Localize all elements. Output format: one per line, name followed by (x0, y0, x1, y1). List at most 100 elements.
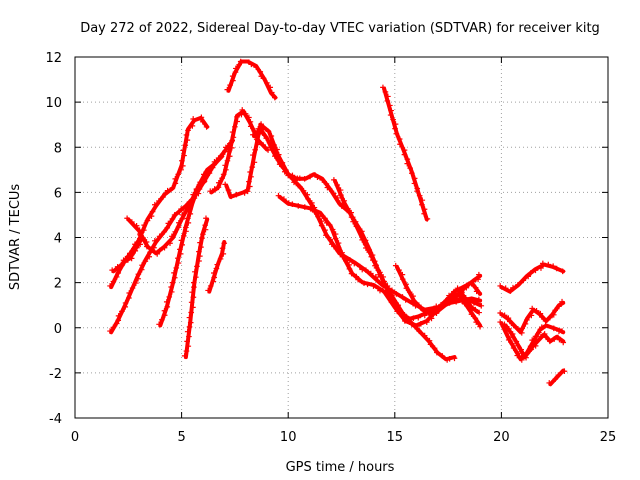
data-point (119, 308, 125, 315)
data-point (552, 307, 558, 314)
data-point (468, 304, 474, 311)
data-point (477, 323, 483, 330)
data-point (317, 211, 323, 217)
data-point (468, 296, 475, 303)
data-point (406, 289, 413, 295)
data-point (198, 244, 204, 250)
x-tick-label: 0 (71, 430, 79, 445)
data-point (193, 274, 199, 281)
data-point (373, 265, 380, 271)
data-point (182, 142, 189, 149)
data-point (319, 177, 326, 183)
data-point (446, 356, 453, 362)
data-point (186, 206, 193, 213)
data-point (415, 314, 422, 321)
data-point (506, 318, 513, 325)
x-tick-label: 25 (600, 430, 617, 445)
data-point (248, 174, 254, 180)
y-tick-label: 2 (54, 277, 62, 292)
data-point (322, 215, 328, 222)
data-point (169, 185, 176, 191)
data-point (251, 159, 258, 166)
data-point (189, 123, 196, 129)
data-point (229, 73, 236, 79)
data-point (426, 337, 433, 344)
data-point (173, 265, 180, 271)
data-point (468, 311, 475, 318)
data-point (248, 61, 255, 68)
data-point (165, 220, 172, 227)
series-track (333, 179, 457, 362)
data-point (497, 310, 503, 316)
data-point (107, 283, 113, 289)
data-point (393, 291, 400, 297)
data-point (253, 64, 260, 71)
data-point (328, 241, 335, 248)
data-point (127, 250, 133, 257)
data-point (122, 300, 129, 306)
data-point (219, 151, 226, 158)
data-point (224, 86, 231, 93)
data-point (424, 216, 431, 222)
data-point (555, 372, 562, 378)
data-point (162, 191, 168, 197)
data-point (228, 139, 234, 146)
data-point (175, 260, 182, 266)
series-arc-t (501, 321, 567, 361)
data-point (510, 345, 517, 351)
data-point (431, 345, 438, 352)
data-point (141, 222, 147, 228)
data-point (475, 276, 481, 283)
data-point (183, 132, 190, 138)
data-point (210, 278, 217, 285)
data-point (268, 89, 275, 96)
data-point (223, 144, 229, 151)
data-point (329, 226, 336, 233)
data-point (215, 179, 222, 186)
data-point (536, 329, 542, 336)
data-point (176, 219, 182, 226)
data-point (114, 263, 121, 270)
series-arc-u (546, 368, 568, 387)
data-point (409, 321, 415, 328)
data-point (300, 187, 307, 194)
data-point (404, 316, 410, 323)
data-point (289, 172, 296, 179)
data-point (247, 123, 254, 130)
data-point (363, 267, 369, 273)
data-point (409, 170, 415, 177)
data-point (152, 201, 158, 208)
data-point (393, 130, 400, 137)
data-point (156, 198, 162, 204)
data-point (192, 268, 198, 275)
data-point (446, 292, 452, 299)
data-point (374, 277, 381, 284)
data-point (196, 258, 202, 264)
data-point (144, 243, 150, 250)
data-point (514, 352, 521, 359)
data-point (113, 320, 120, 327)
data-point (178, 167, 184, 173)
data-point (238, 111, 245, 118)
data-point (161, 228, 168, 235)
data-point (410, 315, 417, 321)
data-point (179, 212, 186, 218)
data-point (259, 130, 266, 136)
data-point (501, 321, 508, 328)
data-point (546, 380, 553, 386)
data-point (519, 325, 525, 332)
data-point (397, 141, 403, 148)
data-point (275, 157, 281, 163)
data-point (185, 127, 191, 134)
data-point (220, 251, 227, 257)
data-point (524, 317, 530, 323)
data-series (107, 58, 568, 387)
data-point (510, 284, 516, 291)
data-point (213, 265, 220, 272)
data-point (476, 309, 482, 316)
data-point (164, 225, 171, 231)
data-point (382, 89, 389, 95)
data-point (178, 206, 184, 212)
